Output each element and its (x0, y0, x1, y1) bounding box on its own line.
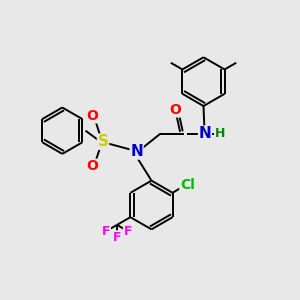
Text: O: O (86, 159, 98, 173)
Text: N: N (130, 144, 143, 159)
Text: F: F (113, 231, 121, 244)
Text: S: S (98, 134, 109, 149)
Text: O: O (86, 109, 98, 123)
Text: Cl: Cl (180, 178, 195, 192)
Text: O: O (169, 103, 181, 117)
Text: F: F (124, 225, 132, 238)
Text: H: H (215, 127, 225, 140)
Text: N: N (199, 126, 212, 141)
Text: F: F (102, 225, 110, 238)
